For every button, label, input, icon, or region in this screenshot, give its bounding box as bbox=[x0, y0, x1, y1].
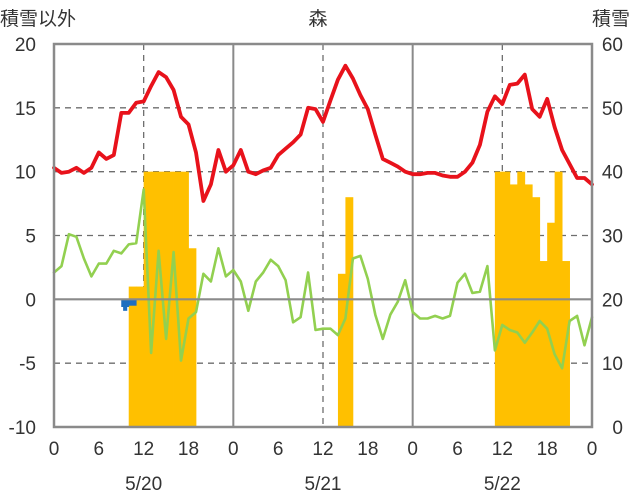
date-label: 5/20 bbox=[125, 474, 162, 495]
date-label: 5/22 bbox=[484, 474, 521, 495]
snow-bar bbox=[136, 286, 145, 427]
x-tick-label: 6 bbox=[94, 439, 105, 460]
wind-line bbox=[52, 188, 594, 370]
right-y-tick-label: 10 bbox=[602, 354, 623, 375]
snow-bar bbox=[547, 222, 556, 427]
x-tick-label: 0 bbox=[49, 439, 60, 460]
left-y-tick-label: -10 bbox=[9, 418, 36, 439]
right-y-tick-label: 60 bbox=[602, 35, 623, 56]
x-tick-label: 18 bbox=[357, 439, 378, 460]
x-tick-label: 0 bbox=[228, 439, 239, 460]
date-label: 5/21 bbox=[305, 474, 342, 495]
chart-title: 森 bbox=[308, 8, 327, 30]
snow-bar bbox=[337, 273, 346, 427]
snow-bar bbox=[509, 184, 518, 427]
left-y-tick-label: -5 bbox=[19, 354, 36, 375]
precip-bar bbox=[123, 299, 128, 311]
left-y-tick-label: 0 bbox=[25, 290, 36, 311]
right-y-tick-label: 30 bbox=[602, 227, 623, 248]
plot-border bbox=[52, 42, 594, 429]
left-y-tick-label: 10 bbox=[15, 163, 36, 184]
snow-bar bbox=[532, 197, 541, 427]
right-axis-title: 積雪 bbox=[592, 8, 630, 30]
right-y-tick-label: 50 bbox=[602, 99, 623, 120]
right-y-tick-label: 0 bbox=[612, 418, 623, 439]
x-tick-label: 12 bbox=[133, 439, 154, 460]
right-y-tick-label: 40 bbox=[602, 163, 623, 184]
left-y-tick-label: 5 bbox=[25, 227, 36, 248]
snow-bar bbox=[128, 286, 137, 427]
snow-bar bbox=[524, 184, 533, 427]
x-tick-label: 12 bbox=[492, 439, 513, 460]
snow-bar bbox=[345, 197, 354, 427]
right-y-tick-label: 20 bbox=[602, 290, 623, 311]
left-y-tick-label: 20 bbox=[15, 35, 36, 56]
plot-frame bbox=[52, 42, 594, 429]
x-tick-label: 6 bbox=[452, 439, 463, 460]
x-tick-label: 0 bbox=[407, 439, 418, 460]
precip-bar bbox=[128, 299, 137, 306]
x-tick-label: 0 bbox=[587, 439, 598, 460]
snow-bar bbox=[188, 248, 197, 427]
left-axis-title: 積雪以外 bbox=[0, 8, 76, 30]
x-tick-label: 6 bbox=[273, 439, 284, 460]
x-tick-label: 18 bbox=[178, 439, 199, 460]
temperature-line bbox=[52, 63, 594, 203]
x-tick-label: 12 bbox=[312, 439, 333, 460]
left-y-tick-label: 15 bbox=[15, 99, 36, 120]
line-layer bbox=[52, 63, 594, 370]
x-tick-label: 18 bbox=[537, 439, 558, 460]
snow-bar bbox=[539, 261, 548, 427]
